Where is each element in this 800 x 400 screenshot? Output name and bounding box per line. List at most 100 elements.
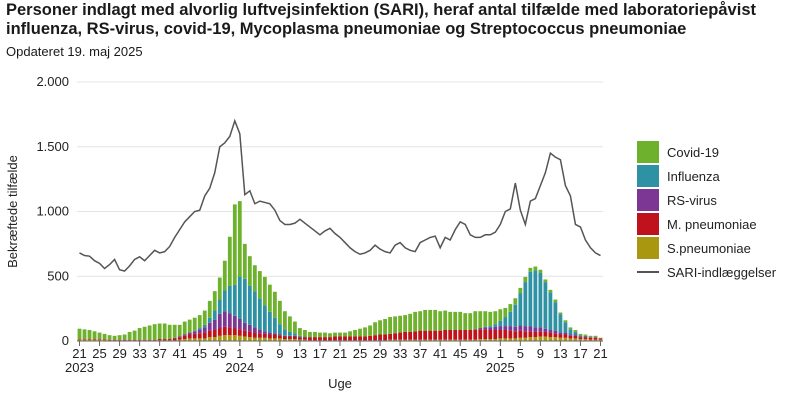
bar-segment-m-pneumoniae [543, 331, 548, 337]
bar-segment-influenza [222, 290, 227, 312]
bar-segment-covid-19 [237, 201, 242, 277]
x-tick-label: 45 [192, 346, 206, 361]
bar-segment-s-pneumoniae [433, 339, 438, 341]
bar-segment-rs-virus [523, 326, 528, 332]
x-tick-label: 5 [256, 346, 263, 361]
bar-segment-covid-19 [222, 260, 227, 291]
bar-segment-s-pneumoniae [242, 336, 247, 341]
bar-segment-covid-19 [358, 328, 362, 337]
bar-segment-s-pneumoniae [298, 339, 302, 341]
bar-segment-s-pneumoniae [583, 339, 588, 341]
bar-segment-influenza [568, 329, 573, 335]
legend-swatch [637, 165, 659, 187]
bar-segment-covid-19 [257, 271, 262, 299]
bar-segment-covid-19 [353, 329, 357, 337]
bar-segment-rs-virus [588, 337, 593, 338]
bar-segment-covid-19 [493, 311, 498, 325]
bar-segment-covid-19 [102, 333, 107, 340]
bar-segment-covid-19 [598, 337, 603, 339]
bar-segment-covid-19 [368, 325, 372, 336]
bar-segment-covid-19 [323, 332, 327, 338]
bar-segment-m-pneumoniae [112, 339, 117, 341]
bar-segment-s-pneumoniae [428, 339, 433, 341]
bar-segment-covid-19 [247, 256, 252, 286]
bar-segment-s-pneumoniae [508, 338, 513, 341]
bar-segment-influenza [488, 326, 493, 328]
bar-segment-covid-19 [277, 300, 282, 325]
bar-segment-m-pneumoniae [398, 332, 403, 340]
bar-segment-covid-19 [142, 326, 147, 340]
bar-segment-rs-virus [282, 335, 287, 337]
bar-segment-covid-19 [137, 328, 142, 340]
bar-segment-influenza [257, 298, 262, 330]
bar-segment-m-pneumoniae [518, 330, 523, 338]
bar-segment-m-pneumoniae [488, 329, 493, 340]
legend-item[interactable]: S.pneumoniae [637, 236, 776, 260]
bar-segment-covid-19 [483, 311, 488, 327]
bar-segment-m-pneumoniae [418, 330, 423, 340]
bar-segment-s-pneumoniae [478, 339, 483, 341]
bar-segment-m-pneumoniae [498, 329, 503, 339]
bar-segment-rs-virus [293, 335, 297, 337]
bar-segment-covid-19 [583, 334, 588, 336]
bar-segment-covid-19 [403, 315, 408, 332]
bar-segment-m-pneumoniae [513, 331, 518, 339]
bar-segment-m-pneumoniae [152, 339, 157, 341]
bar-segment-covid-19 [122, 334, 127, 340]
bar-segment-covid-19 [488, 311, 493, 327]
legend-item[interactable]: SARI-indlæggelser [637, 260, 776, 284]
bar-segment-m-pneumoniae [378, 334, 382, 341]
bar-segment-influenza [573, 331, 578, 335]
bar-segment-influenza [558, 314, 563, 333]
bar-segment-rs-virus [232, 315, 237, 329]
bar-segment-m-pneumoniae [137, 339, 142, 341]
bar-segment-s-pneumoniae [192, 338, 197, 341]
bar-segment-covid-19 [363, 327, 367, 337]
bar-segment-s-pneumoniae [202, 338, 207, 341]
bar-segment-s-pneumoniae [187, 338, 192, 341]
bar-segment-m-pneumoniae [102, 339, 107, 340]
bar-segment-influenza [303, 336, 307, 338]
x-tick-label: 37 [413, 346, 427, 361]
bar-segment-covid-19 [172, 324, 177, 338]
bar-segment-s-pneumoniae [77, 339, 82, 341]
bar-segment-rs-virus [262, 331, 267, 334]
bar-segment-influenza [207, 317, 212, 323]
bar-segment-influenza [583, 335, 588, 337]
bar-segment-covid-19 [478, 311, 483, 329]
bar-segment-s-pneumoniae [438, 339, 443, 341]
bar-segment-s-pneumoniae [453, 339, 458, 341]
x-tick-label: 21 [72, 346, 86, 361]
bar-segment-m-pneumoniae [578, 337, 583, 340]
bar-segment-covid-19 [398, 315, 403, 333]
bar-segment-rs-virus [187, 332, 192, 335]
y-tick-label: 2.000 [36, 74, 69, 89]
bar-segment-m-pneumoniae [237, 329, 242, 336]
legend-item[interactable]: M. pneumoniae [637, 212, 776, 236]
x-tick-label: 49 [473, 346, 487, 361]
bar-segment-covid-19 [262, 276, 267, 306]
legend-item[interactable]: RS-virus [637, 188, 776, 212]
x-tick-label: 13 [293, 346, 307, 361]
bar-segment-covid-19 [147, 325, 152, 340]
bar-segment-rs-virus [503, 326, 508, 330]
bar-segment-m-pneumoniae [182, 335, 187, 340]
bar-segment-s-pneumoniae [87, 339, 92, 341]
bar-segment-rs-virus [563, 332, 568, 335]
bar-segment-covid-19 [453, 311, 458, 330]
bar-segment-s-pneumoniae [247, 337, 252, 341]
bar-segment-s-pneumoniae [408, 339, 413, 341]
bar-segment-m-pneumoniae [127, 339, 132, 341]
bar-segment-covid-19 [513, 298, 518, 305]
bar-segment-m-pneumoniae [548, 332, 553, 338]
bar-segment-rs-virus [543, 328, 548, 332]
bar-segment-m-pneumoniae [368, 335, 372, 341]
bar-segment-influenza [538, 273, 543, 328]
bar-segment-s-pneumoniae [252, 337, 257, 341]
bar-segment-s-pneumoniae [222, 335, 227, 341]
bar-segment-influenza [498, 320, 503, 327]
legend-item[interactable]: Influenza [637, 164, 776, 188]
bar-segment-covid-19 [192, 317, 197, 331]
legend-item[interactable]: Covid-19 [637, 140, 776, 164]
bar-segment-m-pneumoniae [282, 336, 287, 340]
